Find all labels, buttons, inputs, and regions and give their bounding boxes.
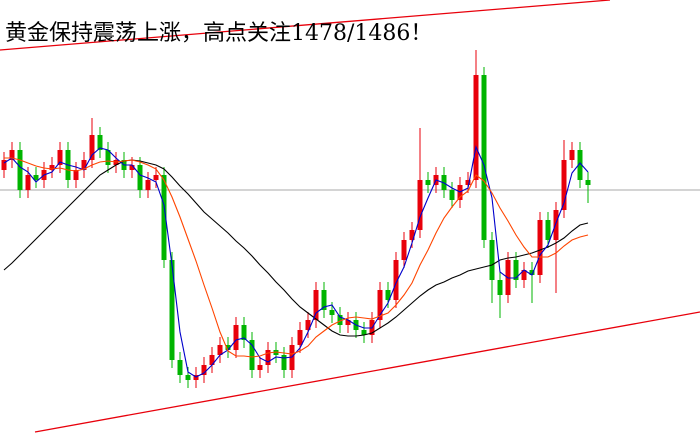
candle-body xyxy=(265,350,271,365)
candle-body xyxy=(73,170,79,180)
candle-body xyxy=(161,175,167,260)
candle-body xyxy=(217,345,223,355)
candle-body xyxy=(89,135,95,160)
candle-body xyxy=(393,260,399,300)
candle-body xyxy=(313,290,319,320)
candle-body xyxy=(257,365,263,370)
candle-body xyxy=(417,180,423,230)
candle-body xyxy=(345,320,351,325)
candle-body xyxy=(409,230,415,240)
candle-body xyxy=(33,175,39,180)
candle-body xyxy=(1,160,7,170)
candle-body xyxy=(97,135,103,150)
candle-body xyxy=(481,75,487,240)
candle-body xyxy=(513,260,519,280)
candle-body xyxy=(449,190,455,200)
candle-body xyxy=(57,150,63,165)
lower-trend-line xyxy=(34,311,700,433)
candle-body xyxy=(521,270,527,280)
candle-body xyxy=(489,240,495,280)
candle-body xyxy=(401,240,407,260)
chart-title: 黄金保持震荡上涨，高点关注1478/1486！ xyxy=(5,21,432,46)
moving-average-line xyxy=(4,157,589,358)
candle-body xyxy=(377,290,383,320)
plot xyxy=(1,50,591,388)
candle-body xyxy=(529,270,535,275)
candle-body xyxy=(321,290,327,310)
candle-body xyxy=(241,325,247,340)
candle-body xyxy=(281,355,287,370)
candle-body xyxy=(425,180,431,185)
candle-body xyxy=(329,310,335,315)
candle-body xyxy=(49,165,55,170)
upper-trend-line xyxy=(0,0,611,51)
candle-body xyxy=(545,220,551,240)
candle-body xyxy=(561,160,567,210)
candle-body xyxy=(185,375,191,380)
candle-body xyxy=(465,180,471,185)
candle-body xyxy=(553,210,559,240)
candle-body xyxy=(145,180,151,190)
candle-body xyxy=(169,260,175,360)
candle-body xyxy=(225,345,231,350)
candle-body xyxy=(137,165,143,190)
candle-body xyxy=(105,150,111,165)
candle-body xyxy=(81,160,87,170)
candle-body xyxy=(585,180,591,185)
moving-average-line xyxy=(3,159,589,337)
candle-body xyxy=(129,165,135,170)
candle-body xyxy=(249,340,255,370)
candle-body xyxy=(233,325,239,350)
candle-body xyxy=(473,75,479,180)
candle-body xyxy=(497,280,503,295)
candle-body xyxy=(9,150,15,160)
candle-body xyxy=(337,315,343,325)
candle-body xyxy=(305,320,311,330)
candle-body xyxy=(153,175,159,180)
candle-body xyxy=(297,330,303,345)
candle-body xyxy=(361,330,367,335)
candle-body xyxy=(209,355,215,365)
candle-body xyxy=(385,290,391,300)
candle-body xyxy=(17,150,23,190)
candle-body xyxy=(177,360,183,375)
candle-body xyxy=(25,175,31,190)
candle-body xyxy=(569,150,575,160)
candle-body xyxy=(577,150,583,180)
candle-body xyxy=(537,220,543,275)
candle-body xyxy=(201,365,207,375)
